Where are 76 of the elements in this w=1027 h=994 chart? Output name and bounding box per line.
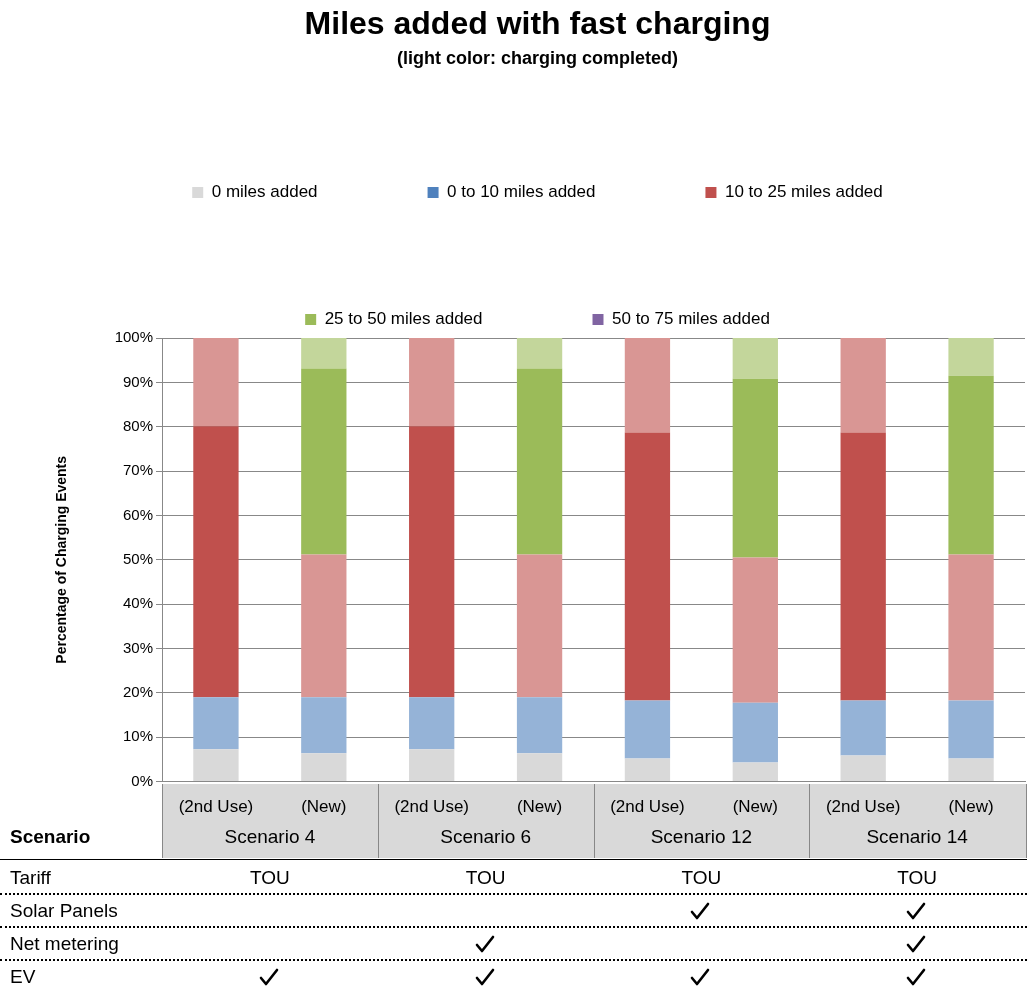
y-tick-label: 60%: [122, 505, 153, 523]
y-tick-label: 10%: [122, 727, 153, 745]
bar: [840, 338, 886, 433]
bar: [409, 749, 455, 782]
x-tick-label: (New): [948, 797, 994, 817]
x-tick-label: (2nd Use): [610, 797, 685, 817]
legend-label: 25 to 50 miles added: [324, 309, 483, 329]
x-tick-label: (New): [732, 797, 778, 817]
bar: [732, 557, 778, 703]
text: TOU: [249, 866, 291, 889]
bar: [732, 762, 778, 782]
y-axis-title: Percentage of Charging Events: [53, 455, 70, 664]
x-tick-label: (2nd Use): [178, 797, 254, 817]
text: Scenario 6: [439, 825, 533, 848]
x-tick-label: (New): [516, 797, 563, 817]
bar: [516, 753, 563, 782]
y-tick-label: 20%: [122, 683, 153, 701]
bar: [301, 554, 347, 698]
bar: [193, 338, 239, 427]
legend-label: 0 miles added: [211, 182, 318, 202]
bar: [840, 700, 886, 756]
bar: [840, 432, 886, 701]
text: Scenario 14: [865, 825, 969, 848]
text: TOU: [464, 866, 507, 889]
legend-label: 10 to 25 miles added: [724, 182, 883, 202]
bar: [624, 758, 671, 782]
bar: [948, 375, 994, 555]
text: EV: [10, 965, 36, 988]
bar: [624, 700, 671, 759]
y-tick-label: 80%: [122, 416, 153, 434]
bar: [301, 753, 347, 782]
bar: [948, 700, 994, 759]
text: TOU: [680, 866, 723, 889]
chart-title: Miles added with fast charging: [304, 5, 771, 42]
text: TOU: [896, 866, 938, 889]
x-tick-label: (2nd Use): [394, 797, 470, 817]
bar: [193, 426, 239, 698]
bar: [516, 554, 563, 698]
bar: [516, 368, 563, 555]
bar: [516, 338, 563, 369]
y-tick-label: 40%: [122, 594, 153, 612]
bar: [948, 338, 994, 376]
bar: [840, 755, 886, 782]
text: Net metering: [10, 932, 119, 955]
bar: [516, 697, 563, 754]
y-tick-label: 50%: [122, 549, 153, 567]
text: Scenario 12: [649, 825, 754, 848]
legend-label: 50 to 75 miles added: [612, 309, 770, 329]
bar: [948, 554, 994, 701]
y-tick-label: 100%: [114, 328, 153, 346]
bar: [732, 338, 778, 379]
bar: [409, 697, 455, 750]
bar: [301, 338, 347, 369]
bar: [301, 697, 347, 754]
bar: [624, 432, 671, 701]
x-tick-label: (2nd Use): [825, 797, 901, 817]
chart-subtitle: (light color: charging completed): [396, 48, 679, 69]
x-tick-label: (New): [301, 797, 347, 817]
bar: [409, 426, 455, 698]
bar: [624, 338, 671, 433]
bar: [301, 368, 347, 555]
text: Scenario: [10, 825, 91, 848]
bar: [193, 697, 239, 750]
bar: [409, 338, 455, 427]
y-tick-label: 30%: [122, 638, 153, 656]
bar: [193, 749, 239, 782]
y-tick-label: 70%: [122, 461, 153, 479]
y-tick-label: 0%: [131, 771, 153, 789]
bar: [948, 758, 994, 782]
text: Scenario 4: [223, 825, 317, 848]
bar: [732, 378, 778, 558]
bar: [732, 702, 778, 763]
text: Tariff: [10, 866, 51, 889]
legend-label: 0 to 10 miles added: [447, 182, 596, 202]
text: Solar Panels: [10, 899, 118, 922]
y-tick-label: 90%: [122, 372, 153, 390]
